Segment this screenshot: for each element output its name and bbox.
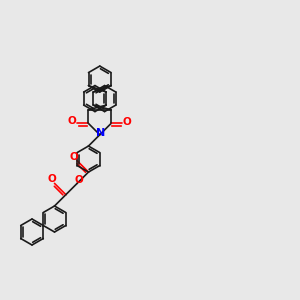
Text: O: O: [68, 116, 76, 126]
Text: N: N: [96, 128, 105, 138]
Text: O: O: [75, 176, 83, 185]
Text: O: O: [47, 174, 56, 184]
Text: O: O: [70, 152, 79, 162]
Text: O: O: [123, 117, 132, 128]
